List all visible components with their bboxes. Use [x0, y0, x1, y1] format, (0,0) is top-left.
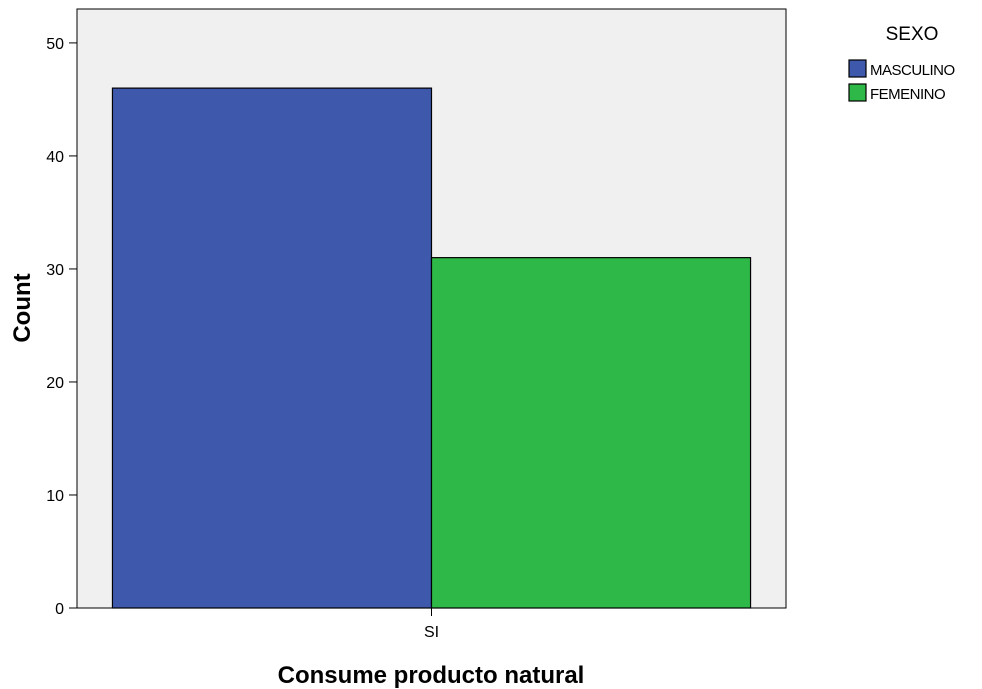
- legend-swatch-femenino: [848, 83, 867, 102]
- x-axis-title: Consume producto natural: [278, 662, 585, 689]
- x-axis: SI: [424, 608, 439, 641]
- y-tick-label: 0: [55, 601, 64, 618]
- y-tick-label: 50: [46, 36, 64, 53]
- y-tick-label: 40: [46, 149, 64, 166]
- y-tick-label: 30: [46, 262, 64, 279]
- legend-label-femenino: FEMENINO: [870, 86, 945, 103]
- bar-femenino: [430, 257, 752, 609]
- legend: SEXO MASCULINO FEMENINO: [848, 24, 955, 103]
- x-tick-label: SI: [424, 624, 439, 641]
- legend-title: SEXO: [886, 24, 939, 45]
- y-tick-label: 10: [46, 488, 64, 505]
- y-axis-title: Count: [9, 273, 36, 342]
- y-axis: 0 10 20 30 40 50: [46, 36, 77, 618]
- legend-swatch-masculino: [848, 59, 867, 78]
- bars: [111, 87, 752, 609]
- y-tick-label: 20: [46, 375, 64, 392]
- legend-label-masculino: MASCULINO: [870, 62, 955, 79]
- bar-masculino: [111, 87, 433, 609]
